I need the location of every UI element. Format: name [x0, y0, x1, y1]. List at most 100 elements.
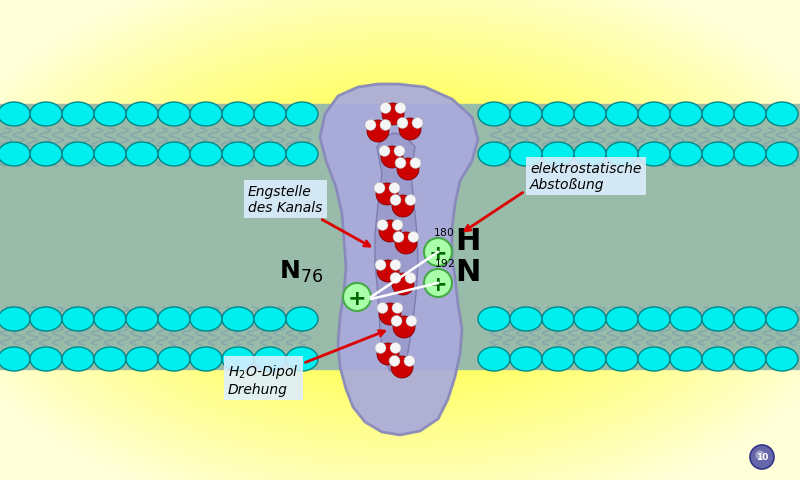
Ellipse shape: [670, 347, 702, 371]
Ellipse shape: [478, 143, 510, 167]
Circle shape: [391, 316, 402, 327]
Ellipse shape: [190, 103, 222, 127]
Text: $^{180}$: $^{180}$: [433, 229, 455, 244]
Ellipse shape: [734, 143, 766, 167]
Circle shape: [424, 269, 452, 298]
Circle shape: [379, 146, 390, 157]
Circle shape: [389, 356, 400, 367]
Ellipse shape: [670, 103, 702, 127]
Ellipse shape: [62, 143, 94, 167]
Ellipse shape: [254, 347, 286, 371]
Ellipse shape: [254, 143, 286, 167]
Ellipse shape: [734, 103, 766, 127]
Circle shape: [405, 195, 416, 206]
Circle shape: [390, 273, 401, 284]
Circle shape: [391, 356, 413, 378]
Circle shape: [390, 195, 401, 206]
Ellipse shape: [158, 143, 190, 167]
Circle shape: [389, 183, 400, 194]
Ellipse shape: [0, 143, 30, 167]
Ellipse shape: [766, 347, 798, 371]
Ellipse shape: [190, 143, 222, 167]
Circle shape: [380, 103, 391, 114]
Circle shape: [375, 260, 386, 271]
Ellipse shape: [670, 307, 702, 331]
Ellipse shape: [158, 307, 190, 331]
Circle shape: [756, 451, 764, 459]
Ellipse shape: [638, 143, 670, 167]
Ellipse shape: [222, 103, 254, 127]
Text: +: +: [348, 289, 366, 309]
Circle shape: [405, 273, 416, 284]
Ellipse shape: [158, 347, 190, 371]
Ellipse shape: [94, 307, 126, 331]
Ellipse shape: [766, 143, 798, 167]
Circle shape: [404, 356, 415, 367]
Ellipse shape: [574, 103, 606, 127]
Circle shape: [379, 220, 401, 242]
Circle shape: [392, 195, 414, 217]
Ellipse shape: [606, 347, 638, 371]
Circle shape: [392, 274, 414, 295]
Ellipse shape: [766, 307, 798, 331]
Ellipse shape: [30, 307, 62, 331]
Ellipse shape: [158, 103, 190, 127]
Ellipse shape: [0, 103, 30, 127]
Ellipse shape: [62, 307, 94, 331]
Text: $\mathbf{H}$: $\mathbf{H}$: [455, 227, 480, 256]
Circle shape: [390, 343, 401, 354]
Circle shape: [397, 118, 408, 129]
Circle shape: [377, 343, 399, 365]
Circle shape: [399, 119, 421, 141]
Ellipse shape: [702, 143, 734, 167]
Ellipse shape: [126, 103, 158, 127]
Ellipse shape: [254, 103, 286, 127]
Circle shape: [380, 120, 391, 131]
Text: $\mathbf{N}_{76}$: $\mathbf{N}_{76}$: [278, 258, 323, 285]
Ellipse shape: [62, 347, 94, 371]
Ellipse shape: [30, 347, 62, 371]
Circle shape: [392, 220, 403, 231]
Polygon shape: [375, 134, 418, 371]
Ellipse shape: [638, 347, 670, 371]
Ellipse shape: [94, 143, 126, 167]
Circle shape: [750, 445, 774, 469]
Ellipse shape: [766, 103, 798, 127]
Ellipse shape: [606, 143, 638, 167]
Circle shape: [412, 118, 423, 129]
Ellipse shape: [30, 143, 62, 167]
Ellipse shape: [638, 103, 670, 127]
Ellipse shape: [542, 347, 574, 371]
Circle shape: [375, 343, 386, 354]
Ellipse shape: [574, 307, 606, 331]
Ellipse shape: [94, 103, 126, 127]
Ellipse shape: [222, 347, 254, 371]
Ellipse shape: [510, 307, 542, 331]
Ellipse shape: [286, 347, 318, 371]
Ellipse shape: [286, 307, 318, 331]
Ellipse shape: [702, 307, 734, 331]
Ellipse shape: [478, 103, 510, 127]
Ellipse shape: [574, 347, 606, 371]
Ellipse shape: [126, 347, 158, 371]
Circle shape: [343, 283, 371, 312]
Ellipse shape: [286, 143, 318, 167]
Circle shape: [390, 260, 401, 271]
Ellipse shape: [286, 103, 318, 127]
Ellipse shape: [542, 143, 574, 167]
Ellipse shape: [190, 347, 222, 371]
Ellipse shape: [734, 347, 766, 371]
Ellipse shape: [254, 307, 286, 331]
Ellipse shape: [702, 103, 734, 127]
Ellipse shape: [734, 307, 766, 331]
Text: H$_2$O-Dipol
Drehung: H$_2$O-Dipol Drehung: [228, 331, 385, 396]
Circle shape: [408, 232, 419, 243]
Circle shape: [367, 121, 389, 143]
Circle shape: [377, 261, 399, 282]
Bar: [0, 105, 800, 369]
Circle shape: [410, 158, 421, 169]
Circle shape: [377, 303, 388, 314]
Ellipse shape: [606, 307, 638, 331]
Text: Engstelle
des Kanals: Engstelle des Kanals: [248, 184, 370, 247]
Ellipse shape: [638, 307, 670, 331]
